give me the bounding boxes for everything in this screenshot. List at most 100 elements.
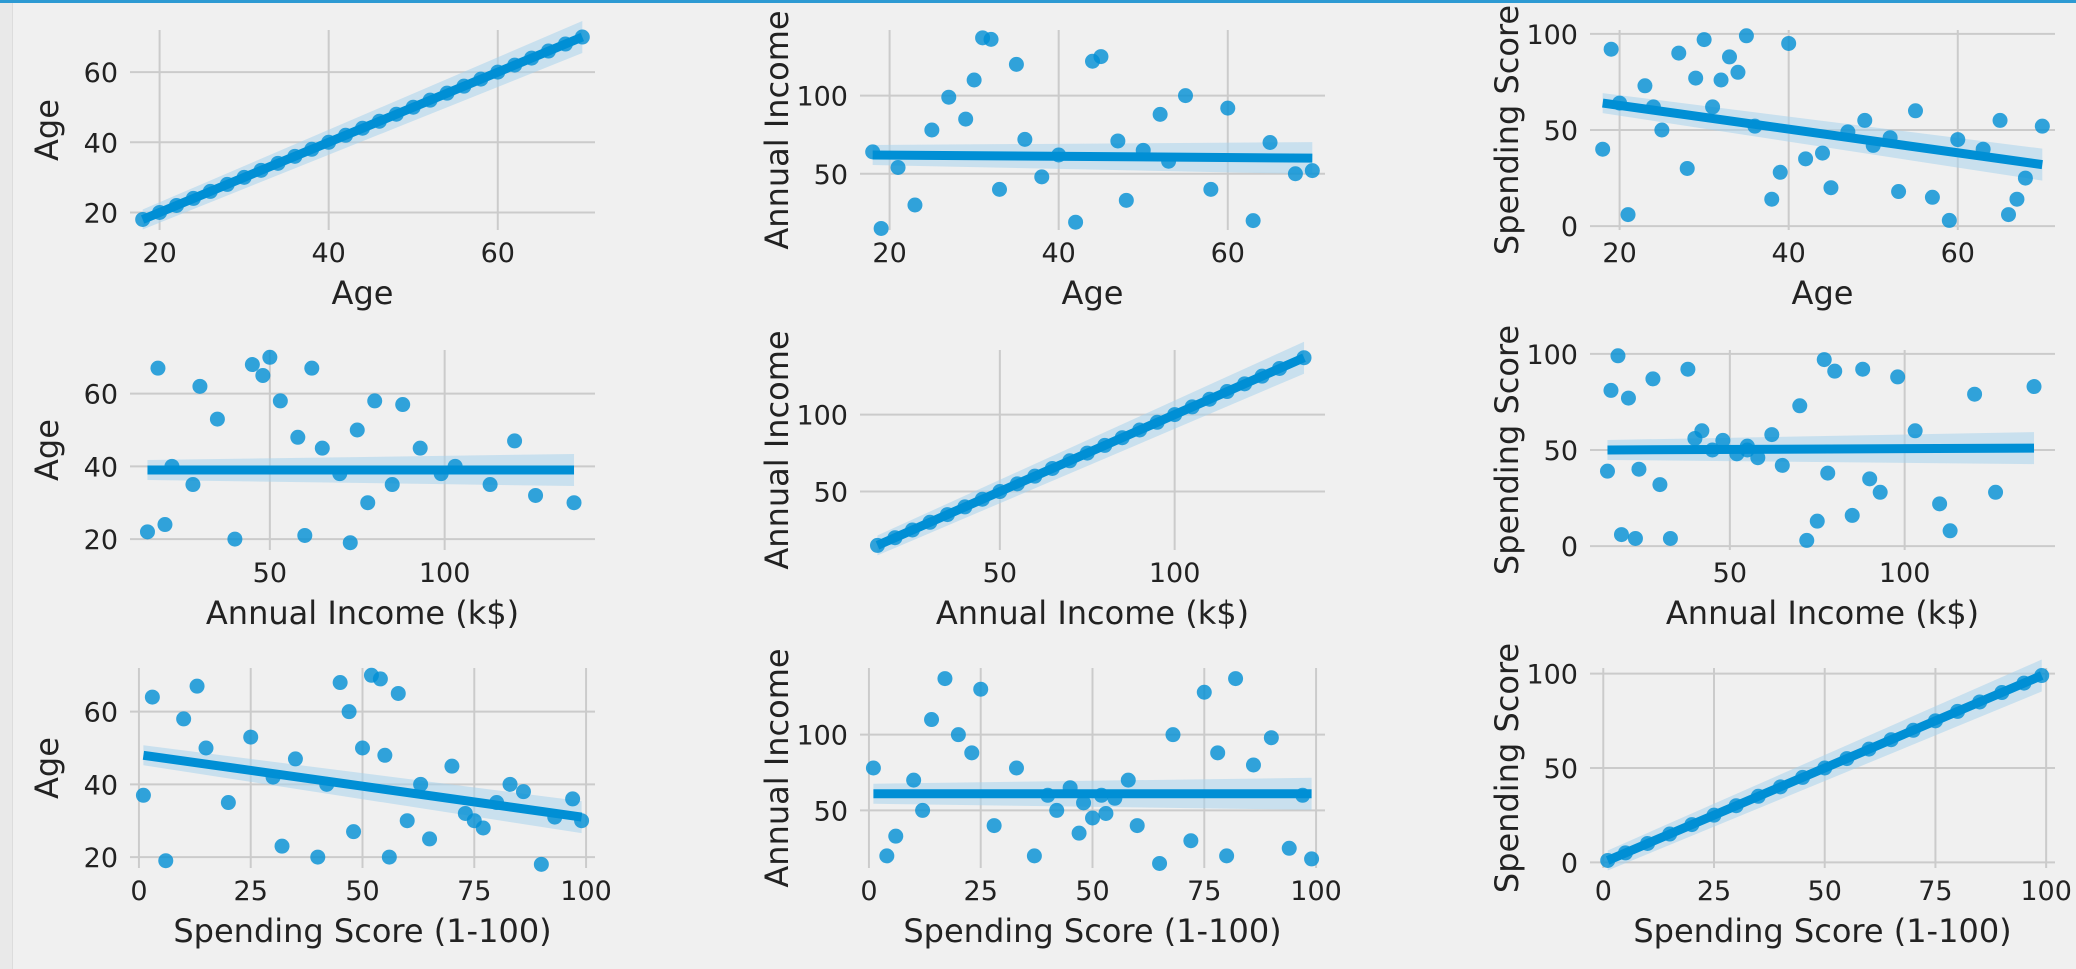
data-point bbox=[1764, 191, 1780, 207]
data-point bbox=[227, 531, 243, 547]
data-point bbox=[1764, 427, 1780, 443]
regression-line bbox=[140, 32, 585, 224]
y-tick-label: 50 bbox=[1544, 116, 1578, 147]
subplot-income-age: 50 100 20 40 60 Annual Income (k$) Age bbox=[28, 349, 595, 632]
data-point bbox=[924, 712, 940, 728]
data-point bbox=[367, 393, 383, 409]
data-point bbox=[1603, 382, 1619, 398]
data-point bbox=[1620, 390, 1636, 406]
x-tick-label: 20 bbox=[872, 238, 906, 269]
data-point bbox=[1203, 181, 1219, 197]
data-point bbox=[566, 495, 582, 511]
y-tick-label: 20 bbox=[84, 525, 118, 556]
data-point bbox=[879, 848, 895, 864]
x-tick-label: 50 bbox=[253, 558, 287, 589]
data-point bbox=[1034, 169, 1050, 185]
data-point bbox=[1932, 496, 1948, 512]
data-point bbox=[1098, 805, 1114, 821]
data-point bbox=[1245, 213, 1261, 229]
y-tick-label: 50 bbox=[814, 796, 848, 827]
y-axis-label: Age bbox=[28, 419, 66, 481]
x-axis-label: Age bbox=[1062, 274, 1124, 312]
x-tick-label: 100 bbox=[1290, 876, 1342, 907]
y-tick-label: 20 bbox=[84, 198, 118, 229]
x-tick-label: 50 bbox=[1808, 876, 1842, 907]
data-point bbox=[1129, 818, 1145, 834]
data-point bbox=[1890, 369, 1906, 385]
y-axis-label: Spending Score bbox=[1488, 643, 1526, 893]
data-point bbox=[198, 740, 214, 756]
data-point bbox=[1679, 160, 1695, 176]
y-axis-label: Spending Score bbox=[1488, 325, 1526, 575]
data-point bbox=[958, 111, 974, 127]
data-point bbox=[1872, 484, 1888, 500]
y-tick-label: 40 bbox=[84, 770, 118, 801]
data-point bbox=[1085, 53, 1100, 69]
y-tick-label: 100 bbox=[796, 401, 848, 432]
data-point bbox=[1924, 189, 1940, 205]
x-axis-label: Spending Score (1-100) bbox=[903, 912, 1281, 950]
x-tick-label: 0 bbox=[130, 876, 147, 907]
y-tick-label: 100 bbox=[796, 82, 848, 113]
data-point bbox=[1196, 684, 1212, 700]
data-point bbox=[1008, 760, 1024, 776]
data-point bbox=[1068, 214, 1084, 230]
x-tick-label: 75 bbox=[1187, 876, 1221, 907]
data-point bbox=[1662, 530, 1678, 546]
x-tick-label: 100 bbox=[419, 558, 471, 589]
data-point bbox=[135, 787, 151, 803]
data-point bbox=[906, 772, 922, 788]
y-axis-label: Age bbox=[28, 99, 66, 161]
data-point bbox=[1891, 184, 1907, 200]
data-point bbox=[377, 747, 393, 763]
x-tick-label: 20 bbox=[142, 238, 176, 269]
data-point bbox=[349, 422, 365, 438]
data-point bbox=[1992, 112, 2008, 128]
data-point bbox=[360, 495, 376, 511]
data-point bbox=[1652, 477, 1668, 493]
data-point bbox=[157, 517, 173, 533]
data-point bbox=[1750, 450, 1766, 466]
data-point bbox=[1110, 133, 1126, 149]
data-point bbox=[1823, 180, 1839, 196]
x-tick-label: 40 bbox=[1042, 238, 1076, 269]
y-tick-label: 60 bbox=[84, 698, 118, 729]
data-point bbox=[1738, 28, 1754, 44]
data-point bbox=[1942, 523, 1958, 539]
regression-line bbox=[875, 353, 1306, 550]
data-point bbox=[1304, 163, 1320, 179]
x-axis-label: Annual Income (k$) bbox=[206, 594, 519, 632]
data-point bbox=[422, 831, 438, 847]
data-point bbox=[274, 838, 290, 854]
regression-line bbox=[1602, 98, 2043, 170]
x-tick-label: 0 bbox=[860, 876, 877, 907]
data-point bbox=[1152, 106, 1168, 122]
data-point bbox=[262, 349, 278, 365]
data-point bbox=[220, 795, 236, 811]
subplot-age-income: 20 40 60 50 100 Age Annual Income bbox=[758, 10, 1325, 312]
data-point bbox=[346, 824, 362, 840]
x-axis-label: Age bbox=[1792, 274, 1854, 312]
data-point bbox=[384, 477, 400, 493]
data-point bbox=[332, 675, 348, 691]
data-point bbox=[1637, 78, 1653, 94]
data-point bbox=[209, 411, 225, 427]
data-point bbox=[482, 477, 498, 493]
y-tick-label: 100 bbox=[796, 721, 848, 752]
left-gutter bbox=[0, 3, 13, 969]
data-point bbox=[176, 711, 192, 727]
data-point bbox=[1816, 352, 1832, 368]
subplot-spending-income: 0 25 50 75 100 50 100 Spending Score (1-100) Ann… bbox=[758, 648, 1342, 950]
data-point bbox=[2034, 118, 2050, 134]
data-point bbox=[1688, 70, 1704, 86]
data-point bbox=[941, 89, 957, 105]
data-point bbox=[528, 487, 544, 503]
data-point bbox=[1645, 371, 1661, 387]
data-point bbox=[1610, 348, 1626, 364]
data-point bbox=[314, 440, 330, 456]
x-tick-label: 100 bbox=[1879, 558, 1931, 589]
y-tick-label: 100 bbox=[1526, 660, 1578, 691]
x-tick-label: 50 bbox=[1075, 876, 1109, 907]
x-tick-label: 25 bbox=[234, 876, 268, 907]
x-tick-label: 40 bbox=[1772, 238, 1806, 269]
